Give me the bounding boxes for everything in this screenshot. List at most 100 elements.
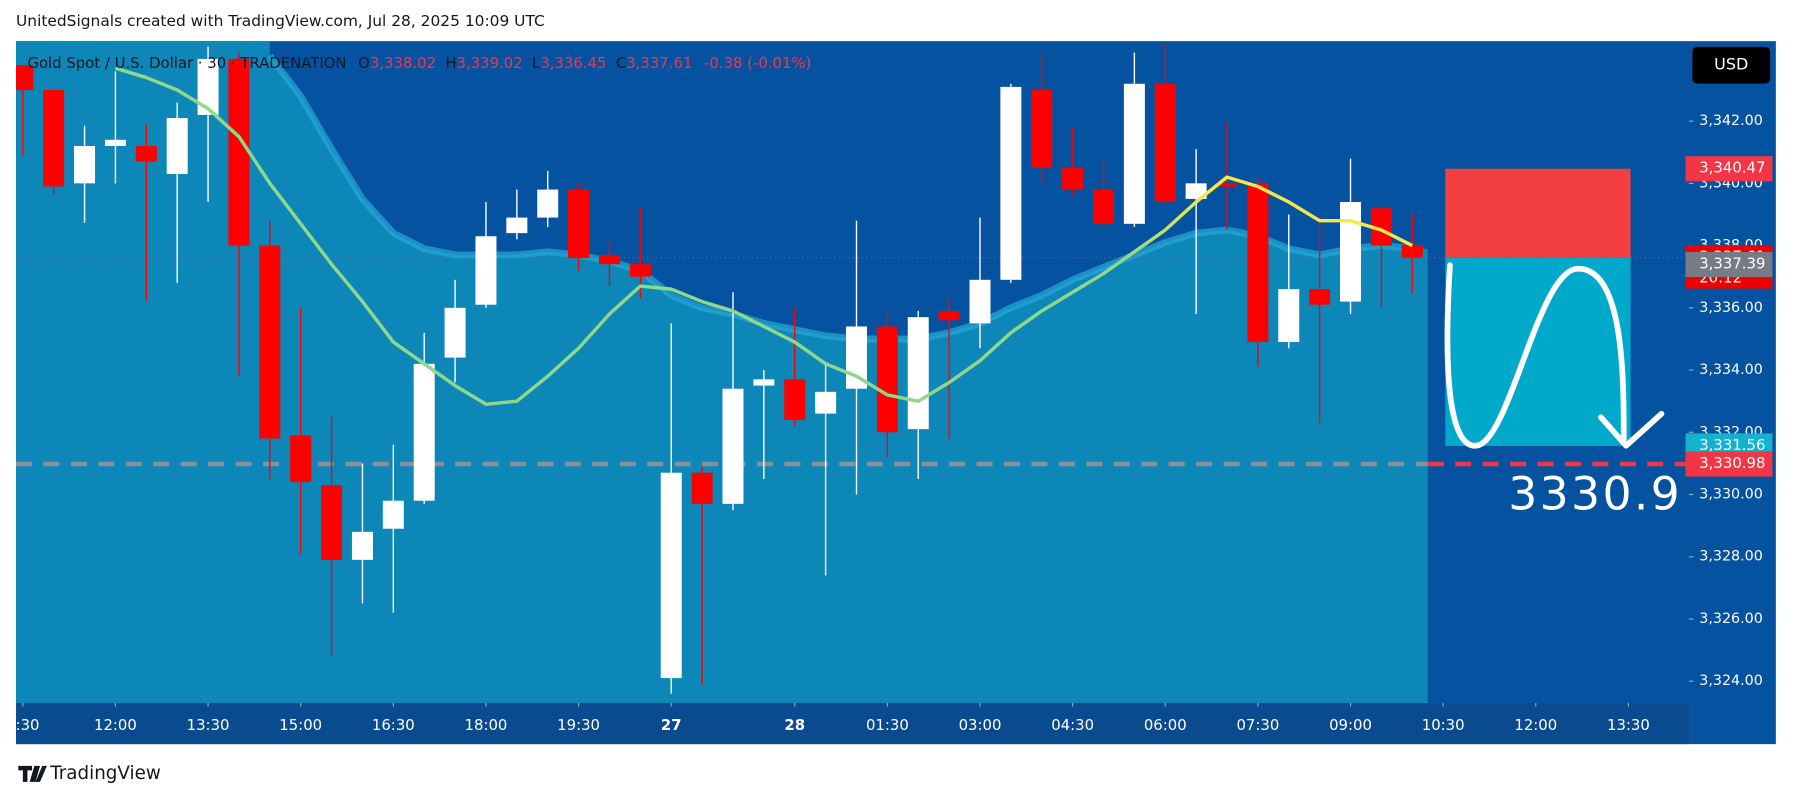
x-tick-label: 03:00 xyxy=(959,716,1002,734)
candle-body xyxy=(1278,289,1300,343)
ohlc-value: 3,338.02 xyxy=(370,54,436,72)
candle-body xyxy=(1370,208,1392,246)
candle-body xyxy=(969,279,991,324)
candle-body xyxy=(537,189,559,218)
arrow-head xyxy=(1598,410,1665,449)
candle-body xyxy=(1247,183,1269,343)
candle-body xyxy=(629,264,651,277)
candle-body xyxy=(691,472,713,504)
ohlc-key: C xyxy=(616,54,626,72)
candle-body xyxy=(753,379,775,386)
currency-button[interactable] xyxy=(1692,46,1771,84)
candle-body xyxy=(290,435,312,483)
x-axis-strip xyxy=(16,702,1689,745)
drawn-arrow xyxy=(1444,262,1627,449)
ohlc-value: 3,336.45 xyxy=(540,54,606,72)
price-badge xyxy=(1685,156,1773,182)
x-tick-label: 12:00 xyxy=(1514,716,1557,734)
candle-body xyxy=(259,245,281,439)
candle-body xyxy=(598,254,620,265)
candle-body xyxy=(938,310,960,321)
candle-body xyxy=(135,146,157,162)
x-tick-label: 01:30 xyxy=(866,716,909,734)
x-tick-label: 09:00 xyxy=(1329,716,1372,734)
candle-body xyxy=(1340,202,1362,302)
candle-body xyxy=(1216,183,1238,187)
candle-body xyxy=(321,485,343,560)
price-badge xyxy=(1685,451,1773,477)
candle-body xyxy=(74,146,96,184)
x-tick-label: 13:30 xyxy=(1607,716,1650,734)
x-tick-label: 04:30 xyxy=(1051,716,1094,734)
candle-body xyxy=(784,379,806,420)
ohlc-key: H xyxy=(445,54,456,72)
x-tick-label: 27 xyxy=(661,716,682,734)
price-badge-label: 3,340.47 xyxy=(1699,159,1765,177)
candle-body xyxy=(197,58,219,115)
target-zone xyxy=(1445,257,1631,446)
x-tick-label: 15:00 xyxy=(279,716,322,734)
candle-body xyxy=(382,500,404,529)
y-tick-label: 3,324.00 xyxy=(1699,673,1763,689)
currency: USD xyxy=(1714,55,1748,74)
brand: TradingView xyxy=(49,763,161,784)
candle-body xyxy=(104,139,126,147)
x-tick-label: 19:30 xyxy=(557,716,600,734)
candle-body xyxy=(722,388,744,504)
candle-body xyxy=(1123,83,1145,224)
credit: UnitedSignals created with TradingView.c… xyxy=(16,12,545,30)
candle-body xyxy=(815,391,837,414)
ohlc-value: 3,339.02 xyxy=(457,54,523,72)
candle-body xyxy=(444,307,466,358)
legend: Gold Spot / U.S. Dollar · 30 · TRADENATI… xyxy=(27,54,811,72)
y-tick-label: 3,342.00 xyxy=(1699,113,1763,129)
brand-logo xyxy=(18,765,47,782)
y-tick-label: 3,334.00 xyxy=(1699,362,1763,378)
x-tick-label: 10:30 xyxy=(1422,716,1465,734)
x-tick-label: 18:00 xyxy=(465,716,508,734)
ohlc-key: L xyxy=(532,54,541,72)
x-tick-label: 28 xyxy=(784,716,805,734)
price-badge xyxy=(1685,251,1773,278)
change: -0.38 (-0.01%) xyxy=(704,54,811,72)
candle-body xyxy=(568,189,590,259)
candle-body xyxy=(475,236,497,305)
x-tick-label: 16:30 xyxy=(372,716,415,734)
candle-body xyxy=(660,472,682,679)
y-tick-label: 3,326.00 xyxy=(1699,611,1763,627)
candle-body xyxy=(876,326,898,433)
candle-body xyxy=(1309,289,1331,305)
ohlc-value: 3,337.61 xyxy=(626,54,692,72)
candle-body xyxy=(1185,183,1207,199)
price-badge-label: 3,330.98 xyxy=(1699,454,1765,472)
candle-body xyxy=(1401,244,1423,258)
candle-body xyxy=(1000,86,1022,280)
candle-body xyxy=(351,531,373,560)
candle-body xyxy=(43,90,65,187)
overlay: 3,324.003,326.003,328.003,330.003,332.00… xyxy=(6,113,1773,734)
candle-body xyxy=(1154,83,1176,203)
candle-body xyxy=(166,118,188,175)
ma-line xyxy=(114,66,1414,406)
band-edge xyxy=(267,53,1413,343)
candle-body xyxy=(1062,167,1084,190)
y-tick-label: 3,328.00 xyxy=(1699,549,1763,565)
symbol: Gold Spot / U.S. Dollar · 30 · TRADENATI… xyxy=(27,54,346,72)
candle-body xyxy=(1093,189,1115,224)
y-tick-label: 3,336.00 xyxy=(1699,300,1763,316)
plot xyxy=(16,41,1689,703)
candle-body xyxy=(16,65,34,91)
annotation: 3330.9 xyxy=(1508,468,1682,521)
x-tick-label: 12:00 xyxy=(94,716,137,734)
price-badge-label: 3,331.56 xyxy=(1699,436,1765,454)
x-tick-label: 06:00 xyxy=(1144,716,1187,734)
x-tick-label: 13:30 xyxy=(187,716,230,734)
x-tick-label: 0:30 xyxy=(6,716,39,734)
candle-body xyxy=(228,58,250,246)
stop-zone xyxy=(1445,168,1631,258)
y-tick-label: 3,330.00 xyxy=(1699,487,1763,503)
candle-body xyxy=(1031,90,1053,168)
candle-body xyxy=(506,217,528,234)
candle-body xyxy=(413,363,435,501)
